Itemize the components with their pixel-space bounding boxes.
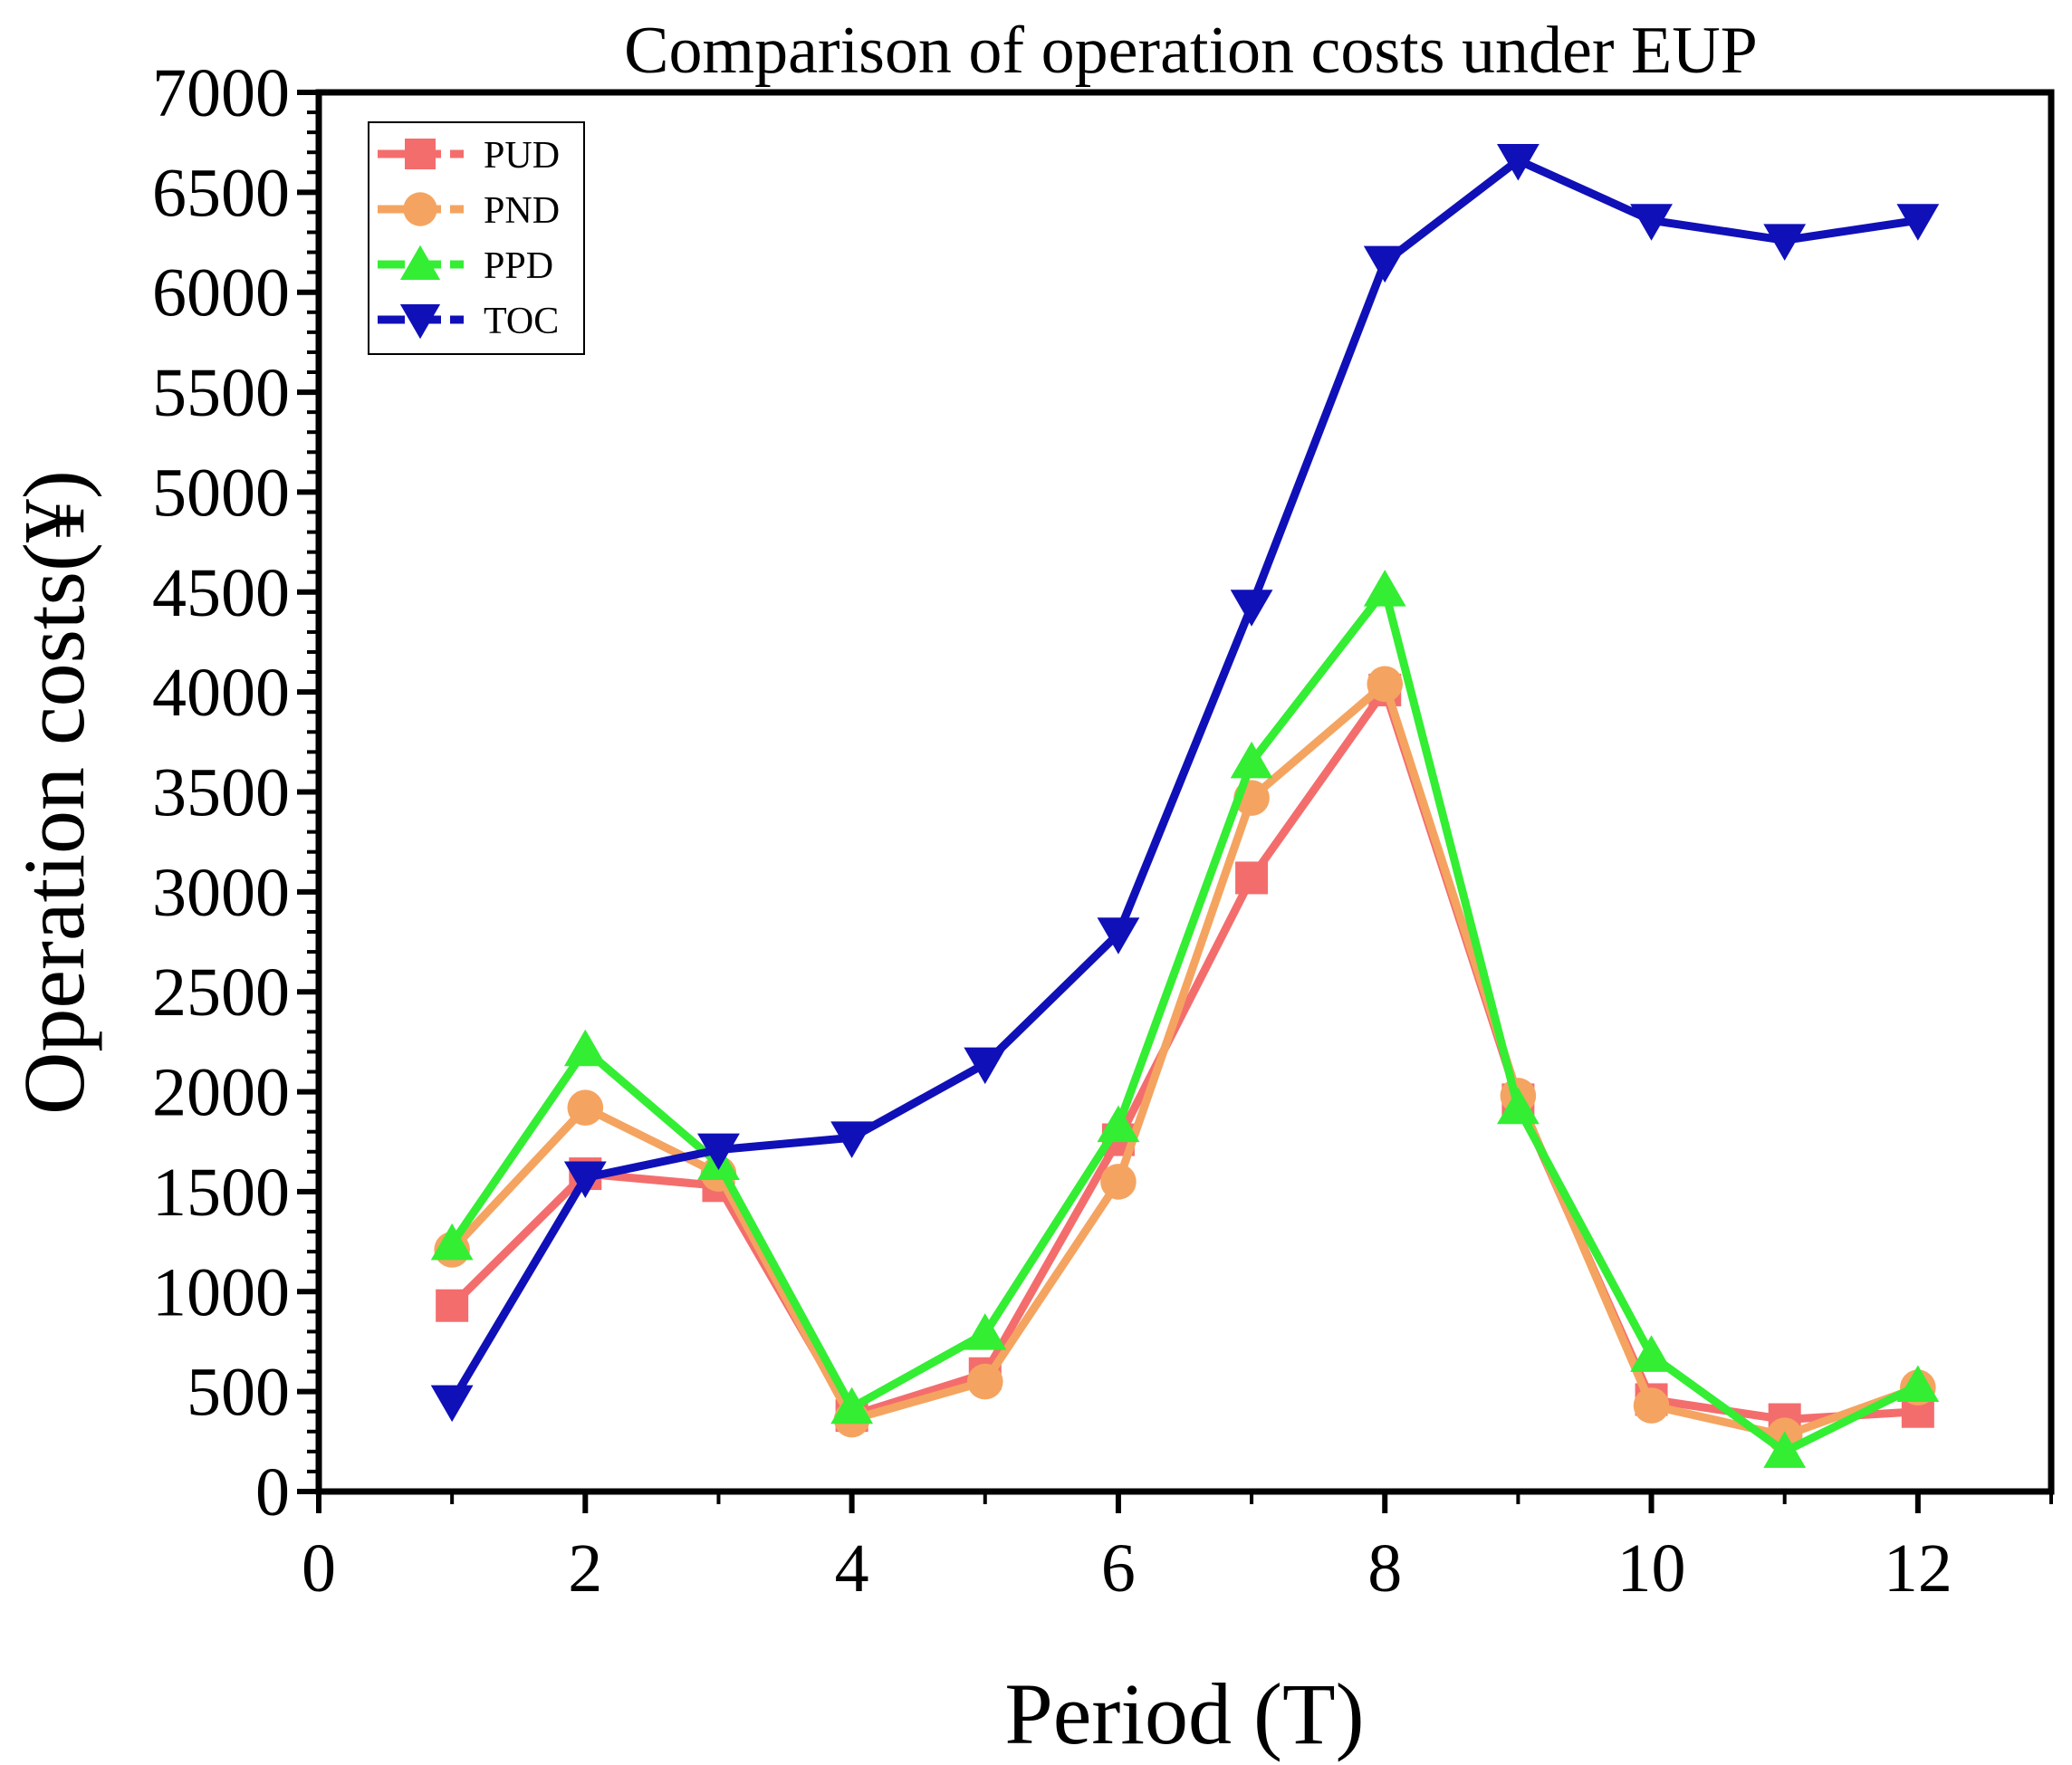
data-point-pnd [1100, 1164, 1137, 1200]
data-point-toc [1630, 204, 1673, 241]
y-tick-label: 500 [187, 1355, 290, 1431]
data-point-toc [1496, 144, 1540, 181]
y-tick-label: 5500 [152, 355, 290, 431]
x-tick-label: 10 [1617, 1530, 1686, 1607]
y-tick-label: 5000 [152, 455, 290, 531]
legend-marker-toc [399, 304, 441, 340]
data-point-toc [697, 1133, 740, 1171]
series-line-pud [449, 686, 1919, 1424]
data-point-ppd [1097, 1105, 1140, 1143]
x-tick-label: 8 [1367, 1530, 1402, 1607]
y-tick-label: 4500 [152, 555, 290, 631]
data-point-ppd [1896, 1365, 1940, 1403]
series-layer [430, 144, 1940, 1468]
tick-labels: 0 500 1000 1500 2000 2500 3000 3500 4000 4500 5000… [152, 55, 1952, 1607]
y-tick-label: 2000 [152, 1055, 290, 1131]
data-point-ppd [563, 1029, 607, 1067]
x-tick-label: 2 [568, 1530, 602, 1607]
legend-box [368, 121, 585, 355]
legend-marker-ppd [399, 245, 441, 280]
data-point-pnd [966, 1363, 1003, 1400]
chart-title: Comparison of operation costs under EUP [624, 14, 1758, 88]
data-point-ppd [1763, 1431, 1807, 1468]
data-point-toc [830, 1121, 874, 1158]
data-point-toc [1363, 245, 1406, 283]
y-tick-label: 4000 [152, 655, 290, 731]
data-point-ppd [964, 1313, 1007, 1350]
y-tick-label: 2500 [152, 954, 290, 1031]
data-point-ppd [430, 1223, 474, 1261]
axis-ticks [297, 90, 2053, 1513]
y-tick-label: 6500 [152, 155, 290, 231]
legend: PUD PND PPD TOC [368, 121, 585, 355]
series-toc [430, 144, 1940, 1423]
y-tick-label: 7000 [152, 55, 290, 131]
data-point-ppd [1630, 1335, 1673, 1372]
series-line-ppd [448, 586, 1920, 1456]
legend-label-ppd: PPD [484, 245, 553, 287]
data-point-toc [1896, 204, 1940, 241]
data-point-toc [1097, 917, 1140, 954]
x-axis-label: Period (T) [1004, 1665, 1364, 1762]
series-line-toc [448, 156, 1919, 1405]
data-point-toc [964, 1047, 1007, 1085]
data-point-pud [436, 1289, 469, 1322]
y-tick-label: 3000 [152, 855, 290, 931]
legend-marker-pnd [403, 192, 437, 226]
data-point-toc [1763, 224, 1807, 261]
data-point-ppd [830, 1386, 874, 1424]
data-point-ppd [1363, 570, 1406, 607]
data-point-toc [430, 1385, 474, 1423]
data-point-pnd [567, 1089, 604, 1127]
legend-label-pnd: PND [484, 190, 560, 232]
y-tick-label: 6000 [152, 255, 290, 331]
x-tick-label: 4 [835, 1530, 869, 1607]
y-tick-label: 0 [255, 1454, 290, 1530]
legend-marker-pud [405, 139, 436, 169]
data-point-toc [563, 1161, 607, 1198]
data-point-ppd [1230, 741, 1273, 779]
series-pud [436, 673, 1934, 1436]
legend-label-pud: PUD [484, 135, 560, 177]
x-tick-label: 0 [302, 1530, 336, 1607]
data-point-pud [1235, 861, 1269, 895]
y-tick-label: 1500 [152, 1155, 290, 1231]
x-tick-label: 12 [1884, 1530, 1952, 1607]
y-tick-label: 3500 [152, 755, 290, 831]
data-point-toc [1230, 590, 1273, 627]
data-point-pnd [1367, 666, 1404, 703]
legend-label-toc: TOC [484, 301, 559, 342]
data-point-pnd [1633, 1387, 1670, 1424]
x-tick-label: 6 [1101, 1530, 1136, 1607]
series-line-pnd [448, 679, 1920, 1440]
y-tick-label: 1000 [152, 1254, 290, 1330]
y-axis-label: Operation costs(¥) [5, 470, 102, 1115]
data-point-ppd [1496, 1087, 1540, 1125]
series-ppd [430, 570, 1940, 1468]
series-pnd [434, 666, 1936, 1453]
